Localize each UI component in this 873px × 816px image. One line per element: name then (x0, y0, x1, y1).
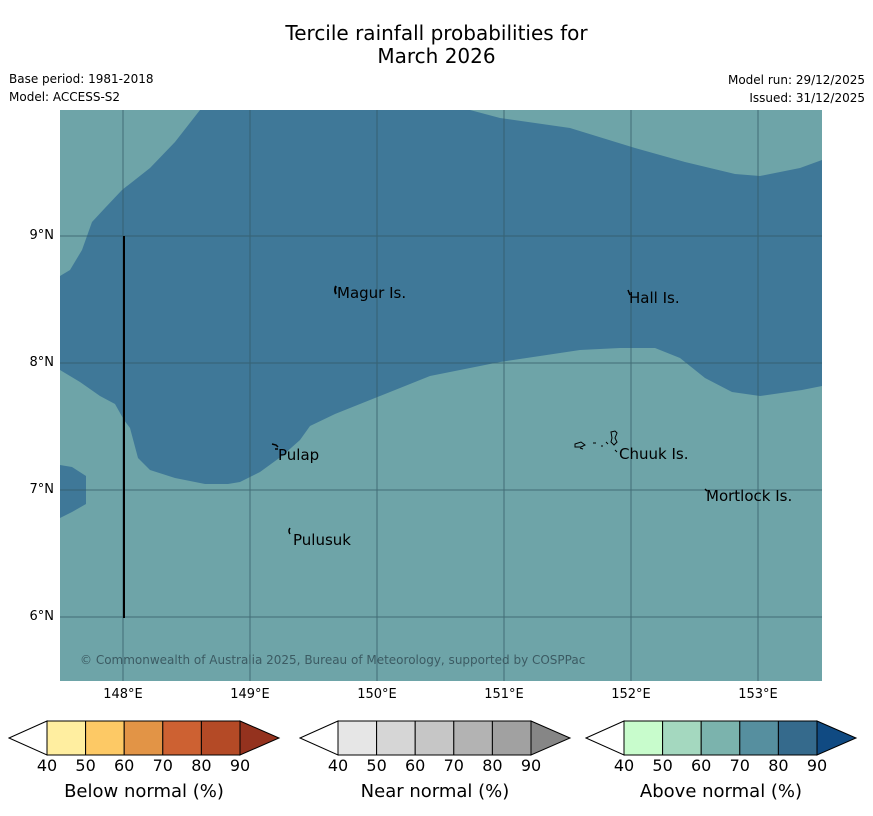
near-swatch-3 (414, 720, 455, 756)
below-extend-low (8, 720, 48, 756)
near-swatch-2 (376, 720, 416, 756)
colorbar-below (8, 720, 281, 756)
above-extend-low (585, 720, 625, 756)
place-label-chuuk: Chuuk Is. (619, 445, 689, 463)
near-tick-80: 80 (482, 756, 503, 775)
map-title: Tercile rainfall probabilities for March… (0, 22, 873, 68)
below-tick-80: 80 (191, 756, 212, 775)
lon-label-150: 150°E (357, 687, 397, 702)
place-label-pulusuk: Pulusuk (293, 531, 351, 549)
below-tick-40: 40 (36, 756, 58, 775)
lat-label-9: 9°N (29, 228, 55, 243)
region-80-90-small (60, 465, 86, 518)
near-tick-70: 70 (443, 756, 464, 775)
place-label-pulap: Pulap (278, 446, 320, 464)
below-swatch-4 (162, 720, 202, 756)
below-swatch-3 (123, 720, 164, 756)
map-svg (60, 110, 822, 681)
above-swatch-3 (700, 720, 741, 756)
lon-label-152: 152°E (611, 687, 651, 702)
below-tick-60: 60 (114, 756, 135, 775)
lat-label-7: 7°N (29, 482, 55, 497)
near-swatch-4 (453, 720, 493, 756)
above-swatch-1 (623, 720, 664, 756)
below-swatch-5 (200, 720, 241, 756)
near-tick-90: 90 (520, 756, 542, 775)
below-tick-90: 90 (229, 756, 251, 775)
above-normal-label: Above normal (%) (639, 781, 803, 802)
place-label-magur: Magur Is. (337, 284, 407, 302)
lat-label-8: 8°N (29, 355, 55, 370)
below-normal-label: Below normal (%) (64, 781, 224, 802)
near-tick-60: 60 (405, 756, 426, 775)
island-magur (334, 285, 337, 295)
above-tick-80: 80 (768, 756, 789, 775)
above-swatch-2 (662, 720, 702, 756)
title-line-2: March 2026 (377, 44, 496, 68)
model-text: Model: ACCESS-S2 (9, 90, 121, 104)
island-pulusuk (288, 527, 291, 535)
copyright-text: © Commonwealth of Australia 2025, Bureau… (80, 653, 586, 667)
island-mortlock (704, 488, 708, 492)
below-extend-high (239, 720, 281, 756)
above-tick-50: 50 (652, 756, 673, 775)
meta-left: Base period: 1981-2018 Model: ACCESS-S2 (9, 70, 154, 106)
near-swatch-1 (337, 720, 378, 756)
below-tick-70: 70 (152, 756, 173, 775)
island-hall (627, 289, 631, 296)
lon-label-151: 151°E (484, 687, 524, 702)
near-swatch-5 (491, 720, 532, 756)
lon-label-149: 149°E (230, 687, 270, 702)
above-tick-40: 40 (613, 756, 635, 775)
above-tick-90: 90 (806, 756, 828, 775)
below-swatch-1 (46, 720, 87, 756)
base-period-text: Base period: 1981-2018 (9, 72, 154, 86)
colorbar-near (299, 720, 572, 756)
place-label-hall: Hall Is. (629, 289, 680, 307)
graticule (60, 110, 822, 681)
near-extend-low (299, 720, 339, 756)
near-tick-50: 50 (366, 756, 387, 775)
lat-label-6: 6°N (29, 609, 55, 624)
near-tick-40: 40 (327, 756, 349, 775)
above-extend-high (816, 720, 858, 756)
colorbar-above (585, 720, 858, 756)
place-label-mortlock: Mortlock Is. (706, 487, 793, 505)
issued-text: Issued: 31/12/2025 (749, 91, 865, 105)
above-swatch-4 (739, 720, 779, 756)
map-panel (60, 110, 822, 681)
meta-right: Model run: 29/12/2025 Issued: 31/12/2025 (728, 71, 865, 107)
above-tick-70: 70 (729, 756, 750, 775)
model-run-text: Model run: 29/12/2025 (727, 73, 865, 87)
title-line-1: Tercile rainfall probabilities for (285, 21, 588, 45)
below-swatch-2 (85, 720, 125, 756)
lon-label-148: 148°E (103, 687, 143, 702)
near-extend-high (530, 720, 572, 756)
above-swatch-5 (777, 720, 818, 756)
near-normal-label: Near normal (%) (360, 781, 510, 802)
below-tick-50: 50 (75, 756, 96, 775)
island-pulap (271, 443, 279, 450)
lon-label-153: 153°E (738, 687, 778, 702)
island-chuuk (574, 430, 618, 453)
above-tick-60: 60 (691, 756, 712, 775)
